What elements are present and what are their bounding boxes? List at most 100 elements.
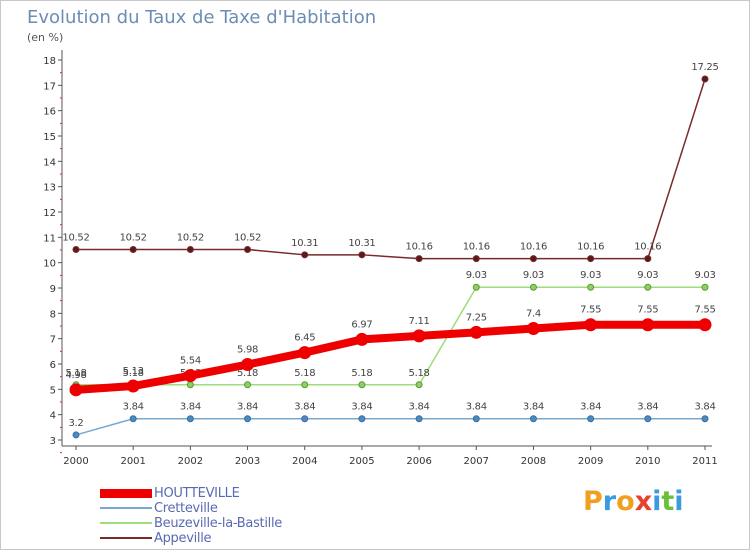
data-point-beuzeville-la-bastille bbox=[244, 381, 252, 389]
data-point-cretteville bbox=[301, 415, 309, 423]
series-line-houtteville bbox=[75, 320, 705, 394]
data-label-houtteville: 5.98 bbox=[237, 345, 258, 356]
chart-title: Evolution du Taux de Taxe d'Habitation bbox=[27, 7, 377, 28]
y-tick-label: 4 bbox=[50, 411, 56, 422]
legend-label-cretteville: Cretteville bbox=[154, 500, 218, 516]
series-line-beuzeville-la-bastille bbox=[76, 286, 705, 386]
data-label-houtteville: 4.98 bbox=[65, 370, 86, 381]
data-label-cretteville: 3.2 bbox=[68, 418, 83, 429]
data-point-houtteville bbox=[126, 379, 140, 393]
y-tick-label: 10 bbox=[43, 259, 56, 270]
logo-letter: i bbox=[652, 486, 662, 517]
data-point-appeville bbox=[244, 245, 252, 253]
data-label-cretteville: 3.84 bbox=[694, 402, 715, 413]
y-tick-label: 17 bbox=[43, 81, 56, 92]
data-point-beuzeville-la-bastille bbox=[644, 283, 652, 291]
x-tick-label: 2011 bbox=[692, 456, 717, 467]
data-label-houtteville: 7.55 bbox=[580, 305, 601, 316]
logo-letter: i bbox=[674, 486, 684, 517]
data-point-cretteville bbox=[415, 415, 423, 423]
data-point-houtteville bbox=[241, 358, 255, 372]
data-point-appeville bbox=[587, 255, 595, 263]
data-label-appeville: 10.52 bbox=[234, 232, 261, 243]
data-point-appeville bbox=[701, 75, 709, 83]
legend-swatch-cretteville bbox=[100, 507, 152, 509]
x-tick-label: 2000 bbox=[63, 456, 88, 467]
data-point-cretteville bbox=[358, 415, 366, 423]
y-tick-label: 12 bbox=[43, 208, 56, 219]
legend-swatch-beuzeville bbox=[100, 522, 152, 524]
legend-label-houtteville: HOUTTEVILLE bbox=[154, 485, 240, 501]
data-label-cretteville: 3.84 bbox=[409, 402, 430, 413]
data-label-appeville: 17.25 bbox=[691, 62, 718, 73]
x-tick-label: 2007 bbox=[464, 456, 489, 467]
data-point-houtteville bbox=[698, 318, 712, 332]
data-label-appeville: 10.16 bbox=[634, 242, 661, 253]
chart-legend: HOUTTEVILLE Cretteville Beuzeville-la-Ba… bbox=[100, 486, 282, 546]
data-label-houtteville: 7.25 bbox=[466, 312, 487, 323]
logo-letter: P bbox=[583, 486, 603, 517]
y-tick-label: 16 bbox=[43, 107, 56, 118]
x-tick-label: 2001 bbox=[120, 456, 145, 467]
data-point-cretteville bbox=[129, 415, 137, 423]
data-point-cretteville bbox=[587, 415, 595, 423]
data-point-cretteville bbox=[472, 415, 480, 423]
data-label-cretteville: 3.84 bbox=[237, 402, 258, 413]
data-label-cretteville: 3.84 bbox=[123, 402, 144, 413]
data-point-cretteville bbox=[701, 415, 709, 423]
logo-letter: o bbox=[616, 486, 635, 517]
data-label-appeville: 10.31 bbox=[291, 238, 318, 249]
data-label-houtteville: 7.55 bbox=[694, 305, 715, 316]
legend-label-appeville: Appeville bbox=[154, 530, 212, 546]
data-point-cretteville bbox=[72, 431, 80, 439]
logo-letter: r bbox=[602, 486, 617, 517]
data-label-houtteville: 7.55 bbox=[637, 305, 658, 316]
x-tick-label: 2008 bbox=[521, 456, 546, 467]
data-point-appeville bbox=[301, 251, 309, 259]
data-label-houtteville: 5.13 bbox=[123, 366, 144, 377]
data-point-appeville bbox=[529, 255, 537, 263]
x-tick-label: 2003 bbox=[235, 456, 260, 467]
data-label-appeville: 10.52 bbox=[62, 232, 89, 243]
legend-swatch-houtteville bbox=[100, 488, 152, 498]
legend-item-appeville: Appeville bbox=[100, 530, 282, 546]
series-line-cretteville bbox=[75, 417, 705, 436]
data-point-cretteville bbox=[186, 415, 194, 423]
data-point-appeville bbox=[415, 255, 423, 263]
data-label-appeville: 10.16 bbox=[463, 242, 490, 253]
data-label-beuzeville-la-bastille: 5.18 bbox=[351, 368, 372, 379]
logo-letter: t bbox=[661, 486, 675, 517]
x-tick-label: 2002 bbox=[178, 456, 203, 467]
data-point-appeville bbox=[72, 245, 80, 253]
data-label-houtteville: 6.97 bbox=[351, 319, 372, 330]
y-tick-label: 6 bbox=[50, 360, 56, 371]
data-label-houtteville: 7.11 bbox=[409, 316, 430, 327]
data-label-appeville: 10.31 bbox=[348, 238, 375, 249]
proxiti-logo: Proxiti bbox=[583, 486, 684, 517]
data-point-houtteville bbox=[469, 325, 483, 339]
data-label-appeville: 10.52 bbox=[177, 232, 204, 243]
y-tick-label: 9 bbox=[50, 284, 56, 295]
y-tick-label: 8 bbox=[50, 309, 56, 320]
data-point-houtteville bbox=[641, 318, 655, 332]
data-point-beuzeville-la-bastille bbox=[701, 283, 709, 291]
series-line-appeville bbox=[76, 78, 706, 260]
chart-subtitle: (en %) bbox=[27, 31, 64, 44]
data-label-houtteville: 5.54 bbox=[180, 356, 201, 367]
y-tick-label: 11 bbox=[43, 233, 56, 244]
x-tick-label: 2006 bbox=[406, 456, 431, 467]
data-point-beuzeville-la-bastille bbox=[472, 283, 480, 291]
data-label-beuzeville-la-bastille: 5.18 bbox=[409, 368, 430, 379]
data-point-houtteville bbox=[526, 322, 540, 336]
data-point-houtteville bbox=[355, 332, 369, 346]
data-label-appeville: 10.16 bbox=[406, 242, 433, 253]
y-tick-label: 18 bbox=[43, 56, 56, 67]
y-tick-label: 15 bbox=[43, 132, 56, 143]
logo-letter: x bbox=[634, 486, 653, 517]
x-tick-label: 2010 bbox=[635, 456, 660, 467]
data-label-cretteville: 3.84 bbox=[294, 402, 315, 413]
data-label-beuzeville-la-bastille: 9.03 bbox=[694, 270, 715, 281]
data-label-beuzeville-la-bastille: 5.18 bbox=[294, 368, 315, 379]
data-label-cretteville: 3.84 bbox=[523, 402, 544, 413]
data-point-beuzeville-la-bastille bbox=[415, 381, 423, 389]
